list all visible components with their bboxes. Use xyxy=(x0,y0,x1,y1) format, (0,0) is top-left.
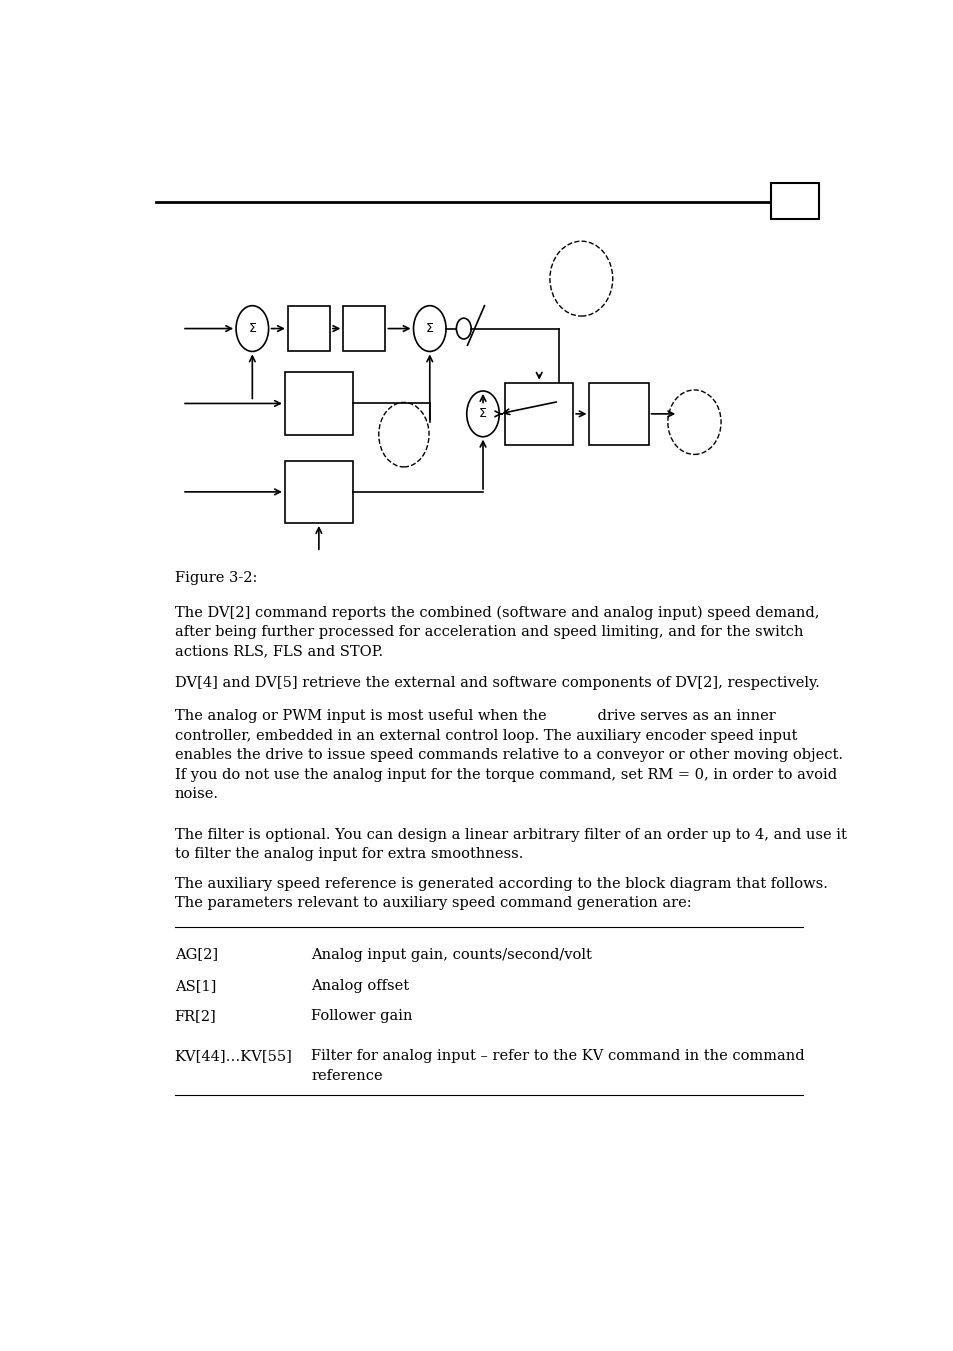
Bar xyxy=(505,382,573,444)
Text: $\Sigma$: $\Sigma$ xyxy=(248,322,256,335)
Text: Analog input gain, counts/second/volt: Analog input gain, counts/second/volt xyxy=(311,947,592,962)
Text: $\Sigma$: $\Sigma$ xyxy=(478,408,487,420)
Text: Figure 3-2:: Figure 3-2: xyxy=(174,571,256,585)
Text: AG[2]: AG[2] xyxy=(174,947,217,962)
Text: The DV[2] command reports the combined (software and analog input) speed demand,: The DV[2] command reports the combined (… xyxy=(174,605,819,659)
Bar xyxy=(288,305,330,351)
Text: The filter is optional. You can design a linear arbitrary filter of an order up : The filter is optional. You can design a… xyxy=(174,828,845,862)
Bar xyxy=(589,382,648,444)
Text: The analog or PWM input is most useful when the           drive serves as an inn: The analog or PWM input is most useful w… xyxy=(174,709,841,801)
Bar xyxy=(285,373,353,435)
Text: The auxiliary speed reference is generated according to the block diagram that f: The auxiliary speed reference is generat… xyxy=(174,877,826,911)
Text: Follower gain: Follower gain xyxy=(311,1009,413,1023)
Text: Filter for analog input – refer to the KV command in the command
reference: Filter for analog input – refer to the K… xyxy=(311,1050,804,1084)
Text: Analog offset: Analog offset xyxy=(311,978,409,993)
Text: DV[4] and DV[5] retrieve the external and software components of DV[2], respecti: DV[4] and DV[5] retrieve the external an… xyxy=(174,676,819,690)
Text: $\Sigma$: $\Sigma$ xyxy=(425,322,434,335)
Text: KV[44]…KV[55]: KV[44]…KV[55] xyxy=(174,1050,293,1063)
Text: FR[2]: FR[2] xyxy=(174,1009,216,1023)
Text: AS[1]: AS[1] xyxy=(174,978,215,993)
Bar xyxy=(771,182,819,219)
Bar xyxy=(343,305,385,351)
Bar xyxy=(285,461,353,523)
